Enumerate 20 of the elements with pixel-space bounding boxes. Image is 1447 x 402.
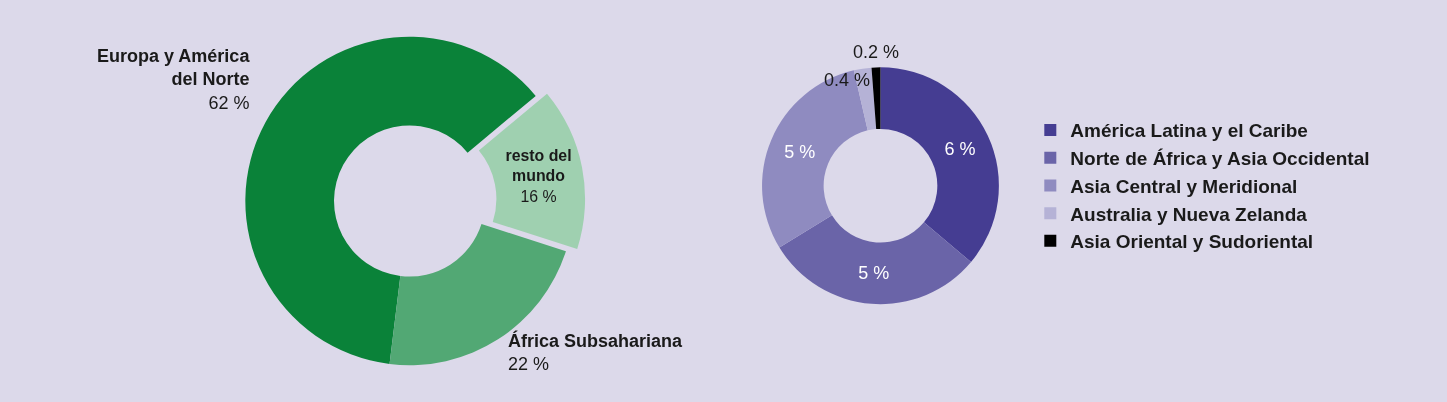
data-label: 62 % [208,92,250,113]
legend-label: Asia Oriental y Sudoriental [1070,231,1314,253]
data-label: 16 % [520,187,557,205]
legend-label: América Latina y el Caribe [1070,120,1308,142]
data-label: 6 % [944,138,976,159]
data-label: 5 % [784,141,816,162]
donut-slice [779,215,972,305]
donut-slice [880,67,999,263]
donut-slice [871,67,881,130]
legend-label: Norte de África y Asia Occidental [1070,148,1370,170]
slice-label: África Subsahariana [508,330,684,351]
data-label: 22 % [508,354,550,375]
data-label: 5 % [858,263,890,284]
legend-label: Australia y Nueva Zelanda [1070,203,1308,225]
donut-slice [762,70,868,248]
data-label: 0.4 % [824,70,871,90]
slice-label: resto del mundo [505,146,572,185]
legend-label: Asia Central y Meridional [1070,175,1298,197]
slice-label: Europa y América del Norte [97,46,251,90]
data-label: 0.2 % [853,42,900,62]
